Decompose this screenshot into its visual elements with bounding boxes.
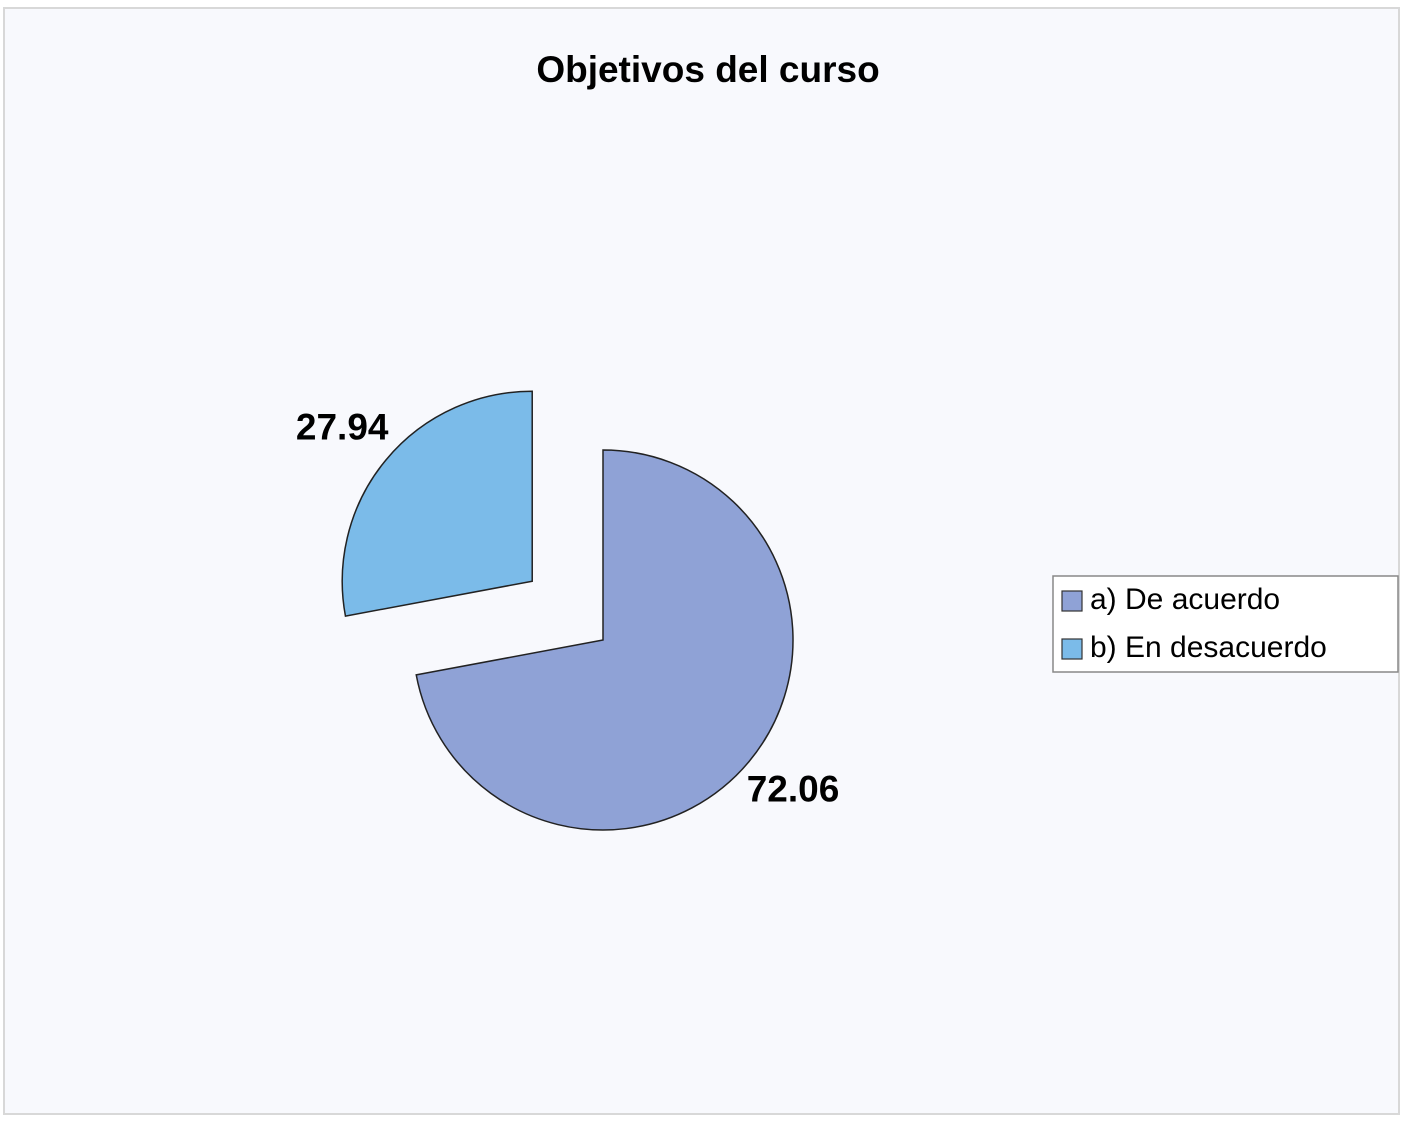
legend-swatch	[1061, 590, 1083, 612]
data-label: 72.06	[747, 769, 840, 810]
legend	[1052, 575, 1399, 673]
pie-slice	[415, 449, 794, 831]
legend-swatch	[1061, 638, 1083, 660]
legend-label: b) En desacuerdo	[1090, 631, 1327, 664]
chart-title: Objetivos del curso	[536, 49, 879, 90]
pie-slice	[341, 390, 533, 617]
legend-label: a) De acuerdo	[1090, 583, 1280, 616]
data-label: 27.94	[296, 406, 389, 447]
